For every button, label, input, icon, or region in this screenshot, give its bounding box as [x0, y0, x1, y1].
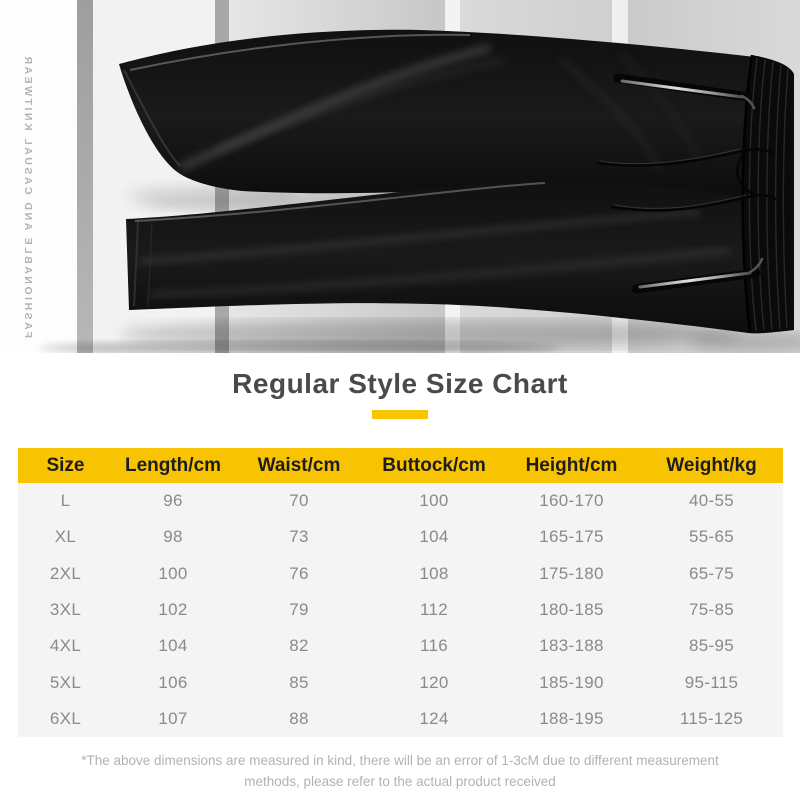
table-cell: 120 [419, 672, 449, 692]
table-cell: 88 [289, 708, 309, 728]
table-cell: 116 [419, 636, 448, 656]
table-cell: 183-188 [539, 636, 604, 656]
table-cell: XL [54, 527, 77, 547]
disclaimer-line-1: *The above dimensions are measured in ki… [81, 753, 719, 769]
header-cell: Weight/kg [666, 454, 757, 476]
table-cell: 70 [289, 491, 309, 511]
title-section: Regular Style Size Chart [0, 368, 800, 419]
table-cell: 2XL [49, 563, 82, 583]
size-table-body: L 96 70 100 160-170 40-55 XL 98 73 104 165-175 55-6… [17, 483, 783, 738]
table-cell: 79 [289, 600, 309, 620]
table-row: L 96 70 100 160-170 40-55 [18, 483, 783, 519]
table-cell: 175-180 [539, 563, 604, 583]
table-cell: 102 [158, 600, 188, 620]
table-cell: 55-65 [689, 527, 734, 547]
table-row: 6XL 107 88 124 188-195 115-125 [18, 701, 783, 737]
header-cell: Size [46, 454, 85, 476]
table-cell: 96 [163, 491, 183, 511]
table-row: 2XL 100 76 108 175-180 65-75 [18, 556, 783, 592]
size-chart-table: Size Length/cm Waist/cm Buttock/cm Height/cm… [17, 448, 783, 738]
table-cell: L [60, 491, 71, 511]
table-cell: 106 [158, 672, 188, 692]
table-cell: 5XL [49, 672, 82, 692]
table-cell: 73 [289, 527, 309, 547]
measurement-disclaimer: *The above dimensions are measured in ki… [0, 751, 800, 793]
table-cell: 185-190 [539, 672, 604, 692]
vertical-brand-text: FASHIONABLE AND CASUAL KNITWEAR [22, 54, 34, 338]
table-cell: 188-195 [539, 708, 604, 728]
table-cell: 115-125 [679, 708, 744, 728]
table-cell: 76 [289, 563, 309, 583]
table-cell: 165-175 [539, 527, 604, 547]
table-cell: 107 [158, 708, 188, 728]
table-cell: 95-115 [684, 672, 739, 692]
page-title: Regular Style Size Chart [232, 368, 568, 399]
table-row: 3XL 102 79 112 180-185 75-85 [18, 592, 783, 628]
table-cell: 108 [419, 563, 449, 583]
header-cell: Height/cm [525, 454, 618, 476]
disclaimer-line-2: methods, please refer to the actual prod… [244, 774, 556, 789]
table-row: 5XL 106 85 120 185-190 95-115 [18, 664, 783, 700]
product-photo: FASHIONABLE AND CASUAL KNITWEAR [0, 0, 800, 353]
table-cell: 6XL [49, 708, 82, 728]
table-row: XL 98 73 104 165-175 55-65 [18, 519, 783, 555]
pants-photo-illustration [0, 0, 800, 353]
table-cell: 85 [289, 672, 309, 692]
table-cell: 180-185 [539, 600, 604, 620]
table-cell: 100 [158, 563, 188, 583]
size-table-header-row: Size Length/cm Waist/cm Buttock/cm Height/cm… [17, 448, 783, 483]
table-cell: 65-75 [689, 563, 734, 583]
table-cell: 112 [419, 600, 448, 620]
table-cell: 104 [158, 636, 188, 656]
table-cell: 98 [163, 527, 183, 547]
table-cell: 3XL [49, 600, 82, 620]
header-cell: Buttock/cm [382, 454, 486, 476]
table-cell: 4XL [49, 636, 82, 656]
title-accent-bar [372, 410, 428, 419]
table-cell: 124 [419, 708, 449, 728]
table-cell: 100 [419, 491, 449, 511]
table-cell: 104 [419, 527, 449, 547]
header-cell: Length/cm [124, 454, 222, 476]
table-cell: 160-170 [539, 491, 604, 511]
table-cell: 40-55 [689, 491, 734, 511]
table-row: 4XL 104 82 116 183-188 85-95 [18, 628, 783, 664]
table-cell: 82 [289, 636, 309, 656]
table-cell: 85-95 [689, 636, 734, 656]
header-cell: Waist/cm [257, 454, 341, 476]
table-cell: 75-85 [689, 600, 734, 620]
